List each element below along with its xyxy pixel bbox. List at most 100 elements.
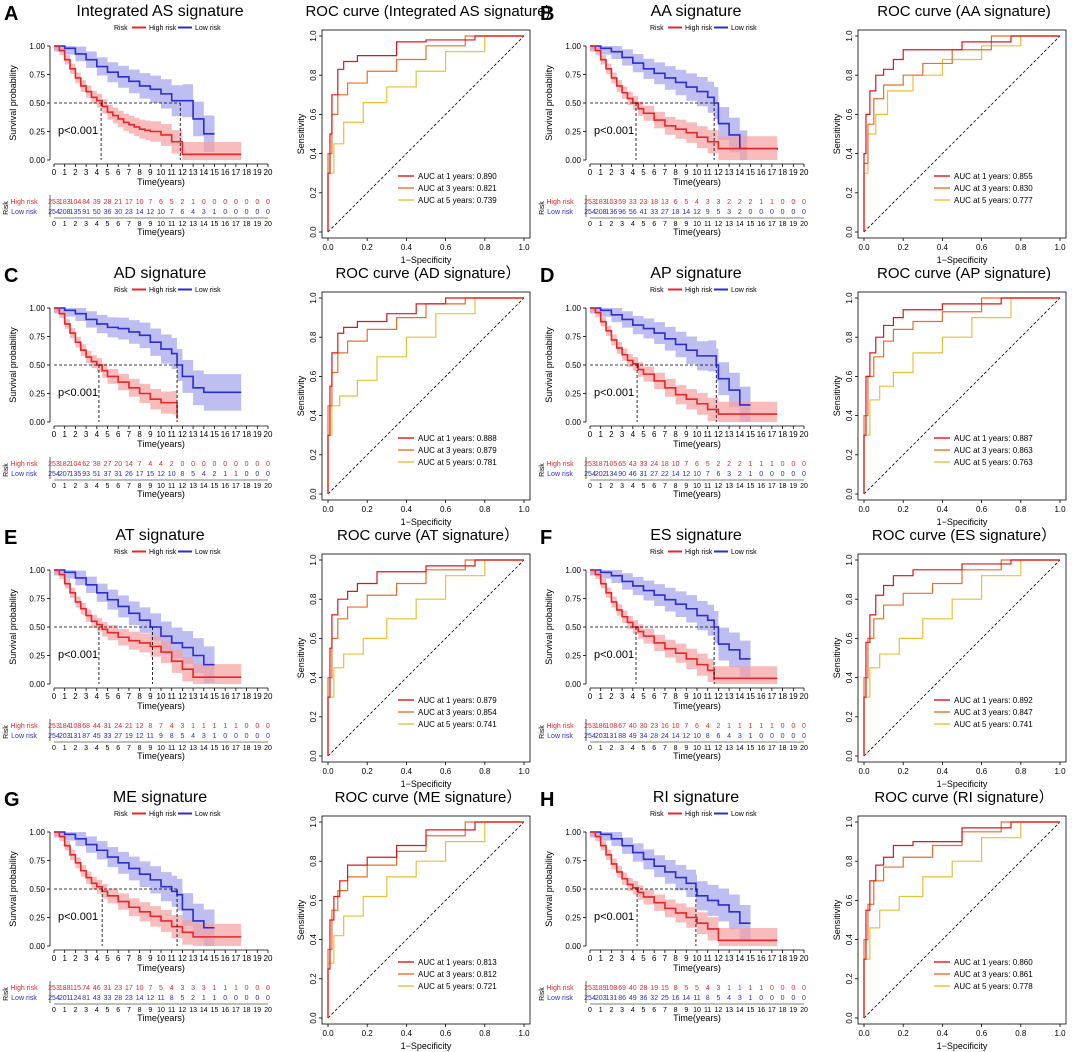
km-x-axis-label: Time(years) (137, 963, 185, 973)
risk-table-high-value: 4 (706, 985, 710, 992)
roc-y-axis-label: Sensitivity (296, 899, 306, 940)
risk-table-x-tick-label: 20 (800, 745, 808, 752)
risk-table-x-tick-label: 17 (232, 483, 240, 490)
risk-table-high-value: 1 (191, 723, 195, 730)
roc-legend-label-y3: AUC at 3 years: 0.812 (418, 970, 497, 979)
risk-table-high-value: 4 (170, 723, 174, 730)
risk-table-low-value: 0 (759, 209, 763, 216)
km-x-tick-label: 11 (168, 168, 177, 177)
risk-table-low-value: 8 (170, 995, 174, 1002)
risk-table-x-tick-label: 10 (157, 221, 165, 228)
km-x-tick-label: 12 (178, 692, 187, 701)
risk-table-high-value: 13 (661, 199, 669, 206)
risk-table-x-tick-label: 19 (253, 221, 261, 228)
risk-table-x-tick-label: 20 (264, 1007, 272, 1014)
km-x-tick-label: 13 (725, 430, 734, 439)
risk-table-low-value: 18 (672, 209, 680, 216)
km-x-tick-label: 7 (663, 954, 668, 963)
km-x-tick-label: 3 (620, 430, 625, 439)
risk-table-x-tick-label: 15 (747, 1007, 755, 1014)
roc-y-tick-label: 1.0 (845, 292, 854, 304)
km-high-risk-curve (54, 831, 242, 938)
km-x-tick-label: 15 (210, 168, 219, 177)
km-x-tick-label: 1 (598, 168, 603, 177)
roc-curve-1-year (863, 35, 1060, 232)
km-y-axis-label: Survival probability (544, 589, 554, 665)
risk-table-x-tick-label: 6 (652, 483, 656, 490)
risk-table-x-tick-label: 9 (148, 483, 152, 490)
km-y-tick-label: 1.00 (565, 42, 581, 51)
risk-table-high-value: 0 (781, 199, 785, 206)
roc-plot-frame (857, 291, 1067, 501)
roc-x-tick-label: 0.6 (976, 1029, 988, 1038)
roc-y-tick-label: 0.8 (309, 331, 318, 343)
km-y-axis-label: Survival probability (8, 327, 18, 403)
km-x-tick-label: 0 (588, 954, 593, 963)
roc-y-tick-label: 0.6 (845, 108, 854, 120)
risk-table-high-value: 7 (138, 461, 142, 468)
risk-table-low-value: 7 (706, 471, 710, 478)
roc-x-tick-label: 0.4 (401, 243, 413, 252)
risk-table-low-value: 1 (749, 733, 753, 740)
km-x-tick-label: 9 (684, 692, 689, 701)
km-x-tick-label: 18 (778, 430, 787, 439)
risk-table-x-tick-label: 12 (715, 221, 723, 228)
risk-table-high-value: 0 (191, 461, 195, 468)
km-x-tick-label: 14 (735, 692, 744, 701)
risk-table-high-value: 44 (93, 723, 101, 730)
roc-y-tick-label: 0.8 (845, 69, 854, 81)
km-legend-high-label: High risk (685, 811, 713, 818)
roc-y-tick-label: 0.0 (309, 750, 318, 762)
km-x-tick-label: 18 (242, 430, 251, 439)
risk-table-high-value: 187 (595, 461, 607, 468)
risk-table-low-value: 19 (125, 733, 133, 740)
km-x-tick-label: 18 (778, 954, 787, 963)
km-x-axis-label: Time(years) (673, 963, 721, 973)
roc-legend-label-y1: AUC at 1 years: 0.879 (418, 696, 497, 705)
risk-table-x-tick-label: 14 (200, 221, 208, 228)
risk-table-low-value: 10 (168, 471, 176, 478)
roc-plot-frame (857, 553, 1067, 763)
panel-letter: F (540, 527, 552, 549)
km-x-tick-label: 0 (52, 430, 57, 439)
risk-table-x-tick-label: 9 (148, 745, 152, 752)
roc-y-axis-label: Sensitivity (296, 375, 306, 416)
roc-x-tick-label: 0.4 (937, 505, 949, 514)
risk-table-high-value: 0 (781, 723, 785, 730)
risk-table-high-value: 189 (595, 985, 607, 992)
risk-table-high-value: 39 (93, 199, 101, 206)
km-y-tick-label: 0.25 (29, 390, 45, 399)
risk-table-x-tick-label: 13 (189, 483, 197, 490)
roc-curve-5-years (327, 821, 524, 1018)
km-x-tick-label: 9 (148, 954, 153, 963)
risk-table-low-value: 96 (618, 209, 626, 216)
risk-table-x-tick-label: 2 (73, 221, 77, 228)
risk-table-x-tick-label: 14 (736, 483, 744, 490)
risk-table-x-tick-label: 10 (157, 745, 165, 752)
risk-table-x-tick-label: 16 (757, 1007, 765, 1014)
km-low-risk-curve (590, 831, 751, 924)
roc-x-tick-label: 0.6 (976, 767, 988, 776)
km-y-axis-label: Survival probability (544, 327, 554, 403)
risk-table-high-value: 3 (180, 723, 184, 730)
risk-table-x-tick-label: 15 (211, 483, 219, 490)
km-x-tick-label: 4 (95, 692, 100, 701)
risk-table-low-value: 2 (191, 995, 195, 1002)
roc-x-tick-label: 0.8 (1015, 1029, 1027, 1038)
roc-y-tick-label: 1.0 (309, 554, 318, 566)
risk-table-x-tick-label: 11 (168, 745, 175, 752)
roc-y-tick-label: 0.0 (845, 1012, 854, 1024)
risk-table-high-value: 0 (180, 461, 184, 468)
roc-y-tick-label: 0.4 (845, 409, 854, 421)
risk-table-x-axis-label: Time(years) (137, 227, 185, 237)
roc-curve-3-years (863, 559, 1060, 756)
risk-table-x-tick-label: 2 (609, 1007, 613, 1014)
risk-table-x-tick-label: 13 (725, 483, 733, 490)
risk-table-x-tick-label: 0 (588, 1007, 592, 1014)
risk-table-x-tick-label: 10 (693, 221, 701, 228)
km-y-axis-label: Survival probability (544, 65, 554, 141)
km-legend-title: Risk (650, 811, 664, 818)
km-x-tick-label: 5 (105, 954, 110, 963)
km-x-tick-label: 20 (264, 430, 273, 439)
